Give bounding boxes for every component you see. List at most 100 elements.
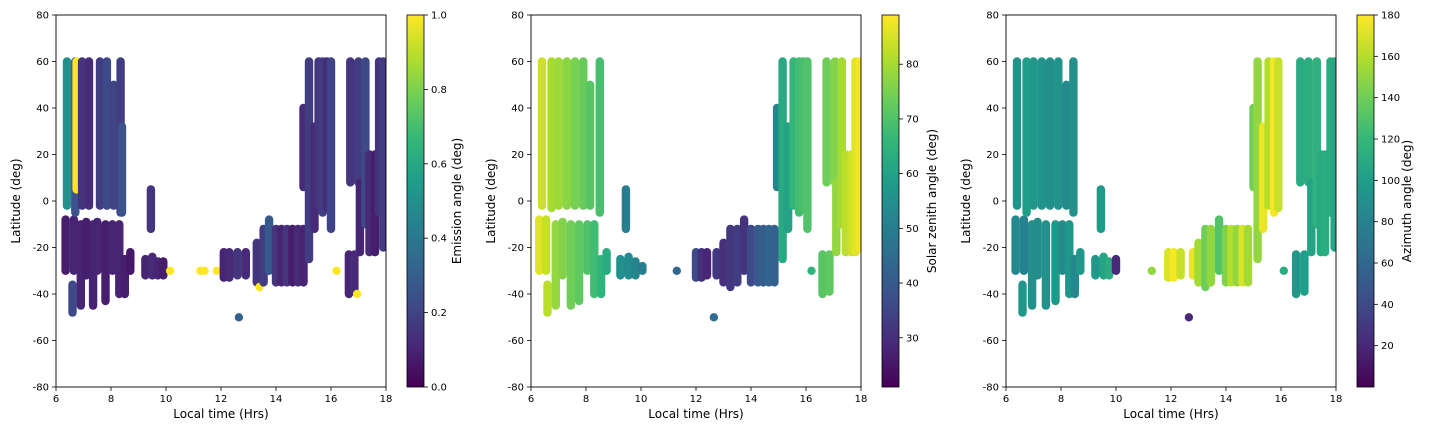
scatter-point: [1184, 313, 1194, 322]
x-tick-label: 16: [800, 394, 813, 405]
colorbar-tick-label: 1.0: [431, 11, 447, 22]
x-axis-label: Local time (Hrs): [648, 407, 743, 421]
y-tick-label: 20: [511, 150, 524, 161]
x-tick-label: 16: [325, 394, 338, 405]
colorbar-tick-label: 0.2: [431, 308, 447, 319]
colorbar-tick-label: 120: [1381, 135, 1400, 146]
y-tick-label: 40: [511, 104, 524, 115]
colorbar-tick-label: 60: [906, 169, 919, 180]
scatter-point: [165, 266, 175, 275]
y-axis-label: Latitude (deg): [959, 158, 973, 243]
chart-panel-2: 6 8 10 12 14 16 18 -80 -60 -40 -20 0 20 40 60 80 Local t…: [484, 11, 939, 422]
x-tick-label: 6: [528, 394, 534, 405]
colorbar-tick-label: 80: [906, 60, 919, 71]
colorbar-tick-label: 0.8: [431, 85, 447, 96]
y-tick-label: 60: [36, 57, 49, 68]
y-tick-label: -20: [508, 243, 524, 254]
colorbar-tick-label: 0.0: [431, 383, 447, 394]
scatter-points: [1011, 57, 1336, 322]
x-tick-label: 18: [855, 394, 868, 405]
colorbar-tick-label: 50: [906, 224, 919, 235]
x-tick-label: 6: [53, 394, 59, 405]
colorbar-label: Azimuth angle (deg): [1400, 140, 1414, 262]
scatter-point: [807, 266, 816, 275]
x-tick-label: 12: [1165, 394, 1178, 405]
x-tick-label: 6: [1003, 394, 1009, 405]
scatter-point: [352, 289, 362, 299]
y-tick-label: 0: [993, 197, 999, 208]
y-tick-label: 80: [511, 11, 524, 22]
scatter-point: [234, 313, 244, 322]
scatter-point: [672, 266, 681, 275]
y-tick-label: 20: [986, 150, 999, 161]
x-tick-label: 10: [635, 394, 648, 405]
colorbar-gradient: [406, 14, 425, 388]
x-tick-label: 10: [1110, 394, 1123, 405]
x-tick-label: 18: [380, 394, 393, 405]
x-tick-label: 12: [690, 394, 703, 405]
colorbar-tick-label: 160: [1381, 52, 1400, 63]
y-axis-label: Latitude (deg): [9, 158, 23, 243]
x-tick-label: 8: [583, 394, 589, 405]
colorbar-tick-label: 140: [1381, 93, 1400, 104]
scatter-points: [61, 57, 386, 322]
y-tick-label: 0: [518, 197, 524, 208]
scatter-point: [1147, 266, 1157, 275]
colorbar: 0.0 0.2 0.4 0.6 0.8 1.0 Emission angle (deg): [406, 11, 464, 394]
chart-panel-1: 6 8 10 12 14 16 18 -80 -60 -40 -20 0 20 40 60 80 Local t…: [9, 11, 464, 422]
colorbar-tick-label: 80: [1381, 217, 1394, 228]
x-axis-label: Local time (Hrs): [1123, 407, 1218, 421]
y-tick-label: -40: [983, 290, 999, 301]
chart-panel-3: 6 8 10 12 14 16 18 -80 -60 -40 -20 0 20 40 60 80 Local t…: [959, 11, 1414, 422]
y-tick-label: 60: [511, 57, 524, 68]
y-tick-label: 80: [36, 11, 49, 22]
scatter-point: [200, 266, 209, 275]
y-tick-label: -60: [983, 336, 999, 347]
colorbar-tick-label: 20: [1381, 341, 1394, 352]
scatter-point: [1279, 266, 1289, 275]
colorbar: 30 40 50 60 70 80 Solar zenith angle (deg): [881, 14, 939, 388]
y-tick-label: 80: [986, 11, 999, 22]
colorbar-gradient: [1356, 14, 1375, 388]
colorbar-tick-label: 30: [906, 333, 919, 344]
colorbar-tick-label: 60: [1381, 259, 1394, 270]
y-tick-label: -80: [33, 383, 49, 394]
scatter-point: [709, 313, 719, 322]
colorbar-gradient: [881, 14, 900, 388]
y-tick-label: -20: [33, 243, 49, 254]
scatter-point: [212, 266, 222, 275]
scatter-point: [332, 266, 341, 275]
y-tick-label: -80: [508, 383, 524, 394]
y-tick-label: 40: [36, 104, 49, 115]
y-tick-label: -40: [33, 290, 49, 301]
x-axis-label: Local time (Hrs): [173, 407, 268, 421]
y-tick-label: 20: [36, 150, 49, 161]
y-tick-label: -80: [983, 383, 999, 394]
y-tick-label: -60: [508, 336, 524, 347]
colorbar: 20 40 60 80 100 120 140 160 180 Azimuth angle (de…: [1356, 11, 1414, 388]
y-tick-label: -60: [33, 336, 49, 347]
colorbar-tick-label: 70: [906, 114, 919, 125]
y-tick-label: -20: [983, 243, 999, 254]
x-tick-label: 10: [160, 394, 173, 405]
y-axis-label: Latitude (deg): [484, 158, 498, 243]
colorbar-tick-label: 100: [1381, 176, 1400, 187]
x-tick-label: 8: [108, 394, 114, 405]
colorbar-label: Solar zenith angle (deg): [925, 129, 939, 273]
scatter-points: [535, 57, 861, 322]
x-tick-label: 12: [215, 394, 228, 405]
colorbar-tick-label: 180: [1381, 11, 1400, 22]
y-tick-label: 0: [43, 197, 49, 208]
y-tick-label: 60: [986, 57, 999, 68]
x-tick-label: 8: [1058, 394, 1064, 405]
colorbar-tick-label: 0.6: [431, 159, 447, 170]
colorbar-label: Emission angle (deg): [450, 138, 464, 264]
x-tick-label: 14: [745, 394, 758, 405]
colorbar-tick-label: 40: [1381, 300, 1394, 311]
colorbar-tick-label: 0.4: [431, 234, 447, 245]
x-tick-label: 18: [1330, 394, 1343, 405]
x-tick-label: 14: [270, 394, 283, 405]
x-tick-label: 16: [1275, 394, 1288, 405]
y-tick-label: -40: [508, 290, 524, 301]
